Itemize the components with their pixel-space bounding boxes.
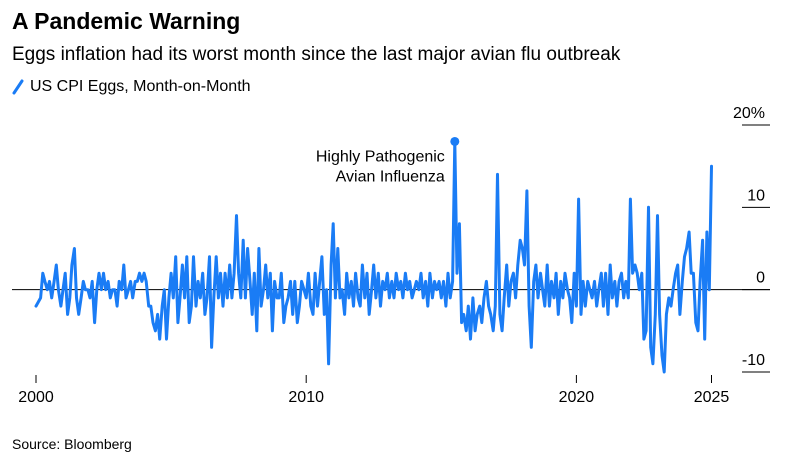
y-tick-label: 20% [733,105,765,122]
legend-label: US CPI Eggs, Month-on-Month [30,78,251,95]
source-note: Source: Bloomberg [12,436,132,452]
x-tick-label: 2010 [288,389,324,406]
chart-subtitle: Eggs inflation had its worst month since… [12,44,621,65]
y-tick-label: -10 [742,352,765,369]
chart-title: A Pandemic Warning [12,8,241,34]
y-tick-label: 0 [756,270,765,287]
series-line-eggs-cpi [34,140,713,374]
legend: US CPI Eggs, Month-on-Month [12,78,251,96]
annotation-label: Highly Pathogenic [316,148,445,165]
x-tick-label: 2020 [559,389,595,406]
x-tick-label: 2000 [18,389,54,406]
x-tick-label: 2025 [694,389,730,406]
y-tick-label: 10 [747,187,765,204]
annotation-label: Avian Influenza [336,168,445,185]
legend-swatch [12,79,24,95]
annotation-marker [450,136,460,146]
